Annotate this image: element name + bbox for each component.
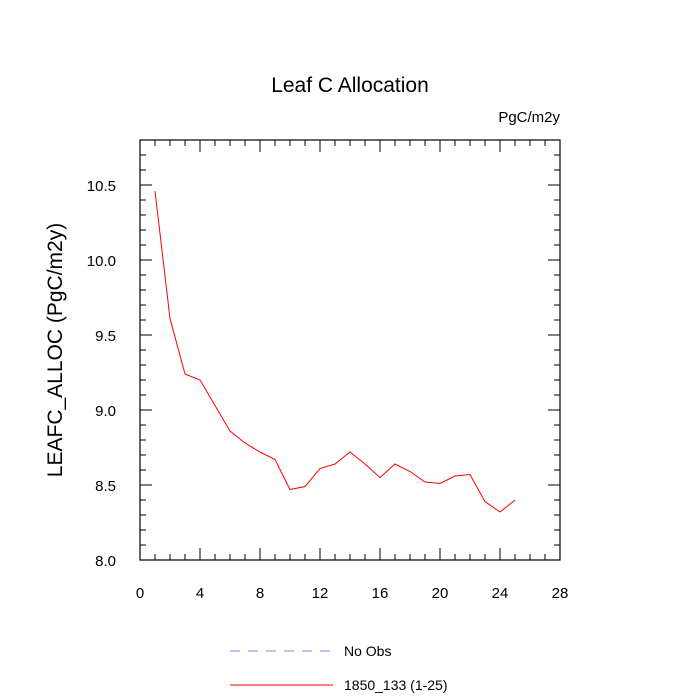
chart-title: Leaf C Allocation: [271, 74, 429, 97]
y-tick-label: 8.0: [95, 553, 116, 570]
axes-ticks: [139, 139, 561, 561]
legend: No Obs 1850_133 (1-25): [230, 643, 448, 693]
units-label: PgC/m2y: [498, 109, 560, 126]
y-tick-label: 9.5: [95, 328, 116, 345]
legend-label: 1850_133 (1-25): [344, 677, 448, 693]
x-tick-label: 12: [312, 585, 329, 602]
x-tick-label: 4: [196, 585, 204, 602]
plot-frame: [139, 139, 561, 561]
legend-label: No Obs: [344, 643, 391, 659]
x-tick-label: 8: [256, 585, 264, 602]
series-layer: [154, 190, 516, 513]
x-tick-label: 0: [136, 585, 144, 602]
y-tick-label: 10.0: [87, 253, 116, 270]
y-tick-label: 10.5: [87, 178, 116, 195]
series-line: [154, 190, 516, 513]
y-tick-label: 8.5: [95, 478, 116, 495]
y-tick-labels: 8.0 8.5 9.0 9.5 10.0 10.5: [87, 178, 116, 570]
x-tick-label: 20: [432, 585, 449, 602]
x-tick-label: 16: [372, 585, 389, 602]
x-tick-labels: 0 4 8 12 16 20 24 28: [136, 585, 569, 602]
y-tick-label: 9.0: [95, 403, 116, 420]
y-axis-label: LEAFC_ALLOC (PgC/m2y): [44, 223, 67, 477]
x-tick-label: 24: [492, 585, 509, 602]
x-tick-label: 28: [552, 585, 569, 602]
